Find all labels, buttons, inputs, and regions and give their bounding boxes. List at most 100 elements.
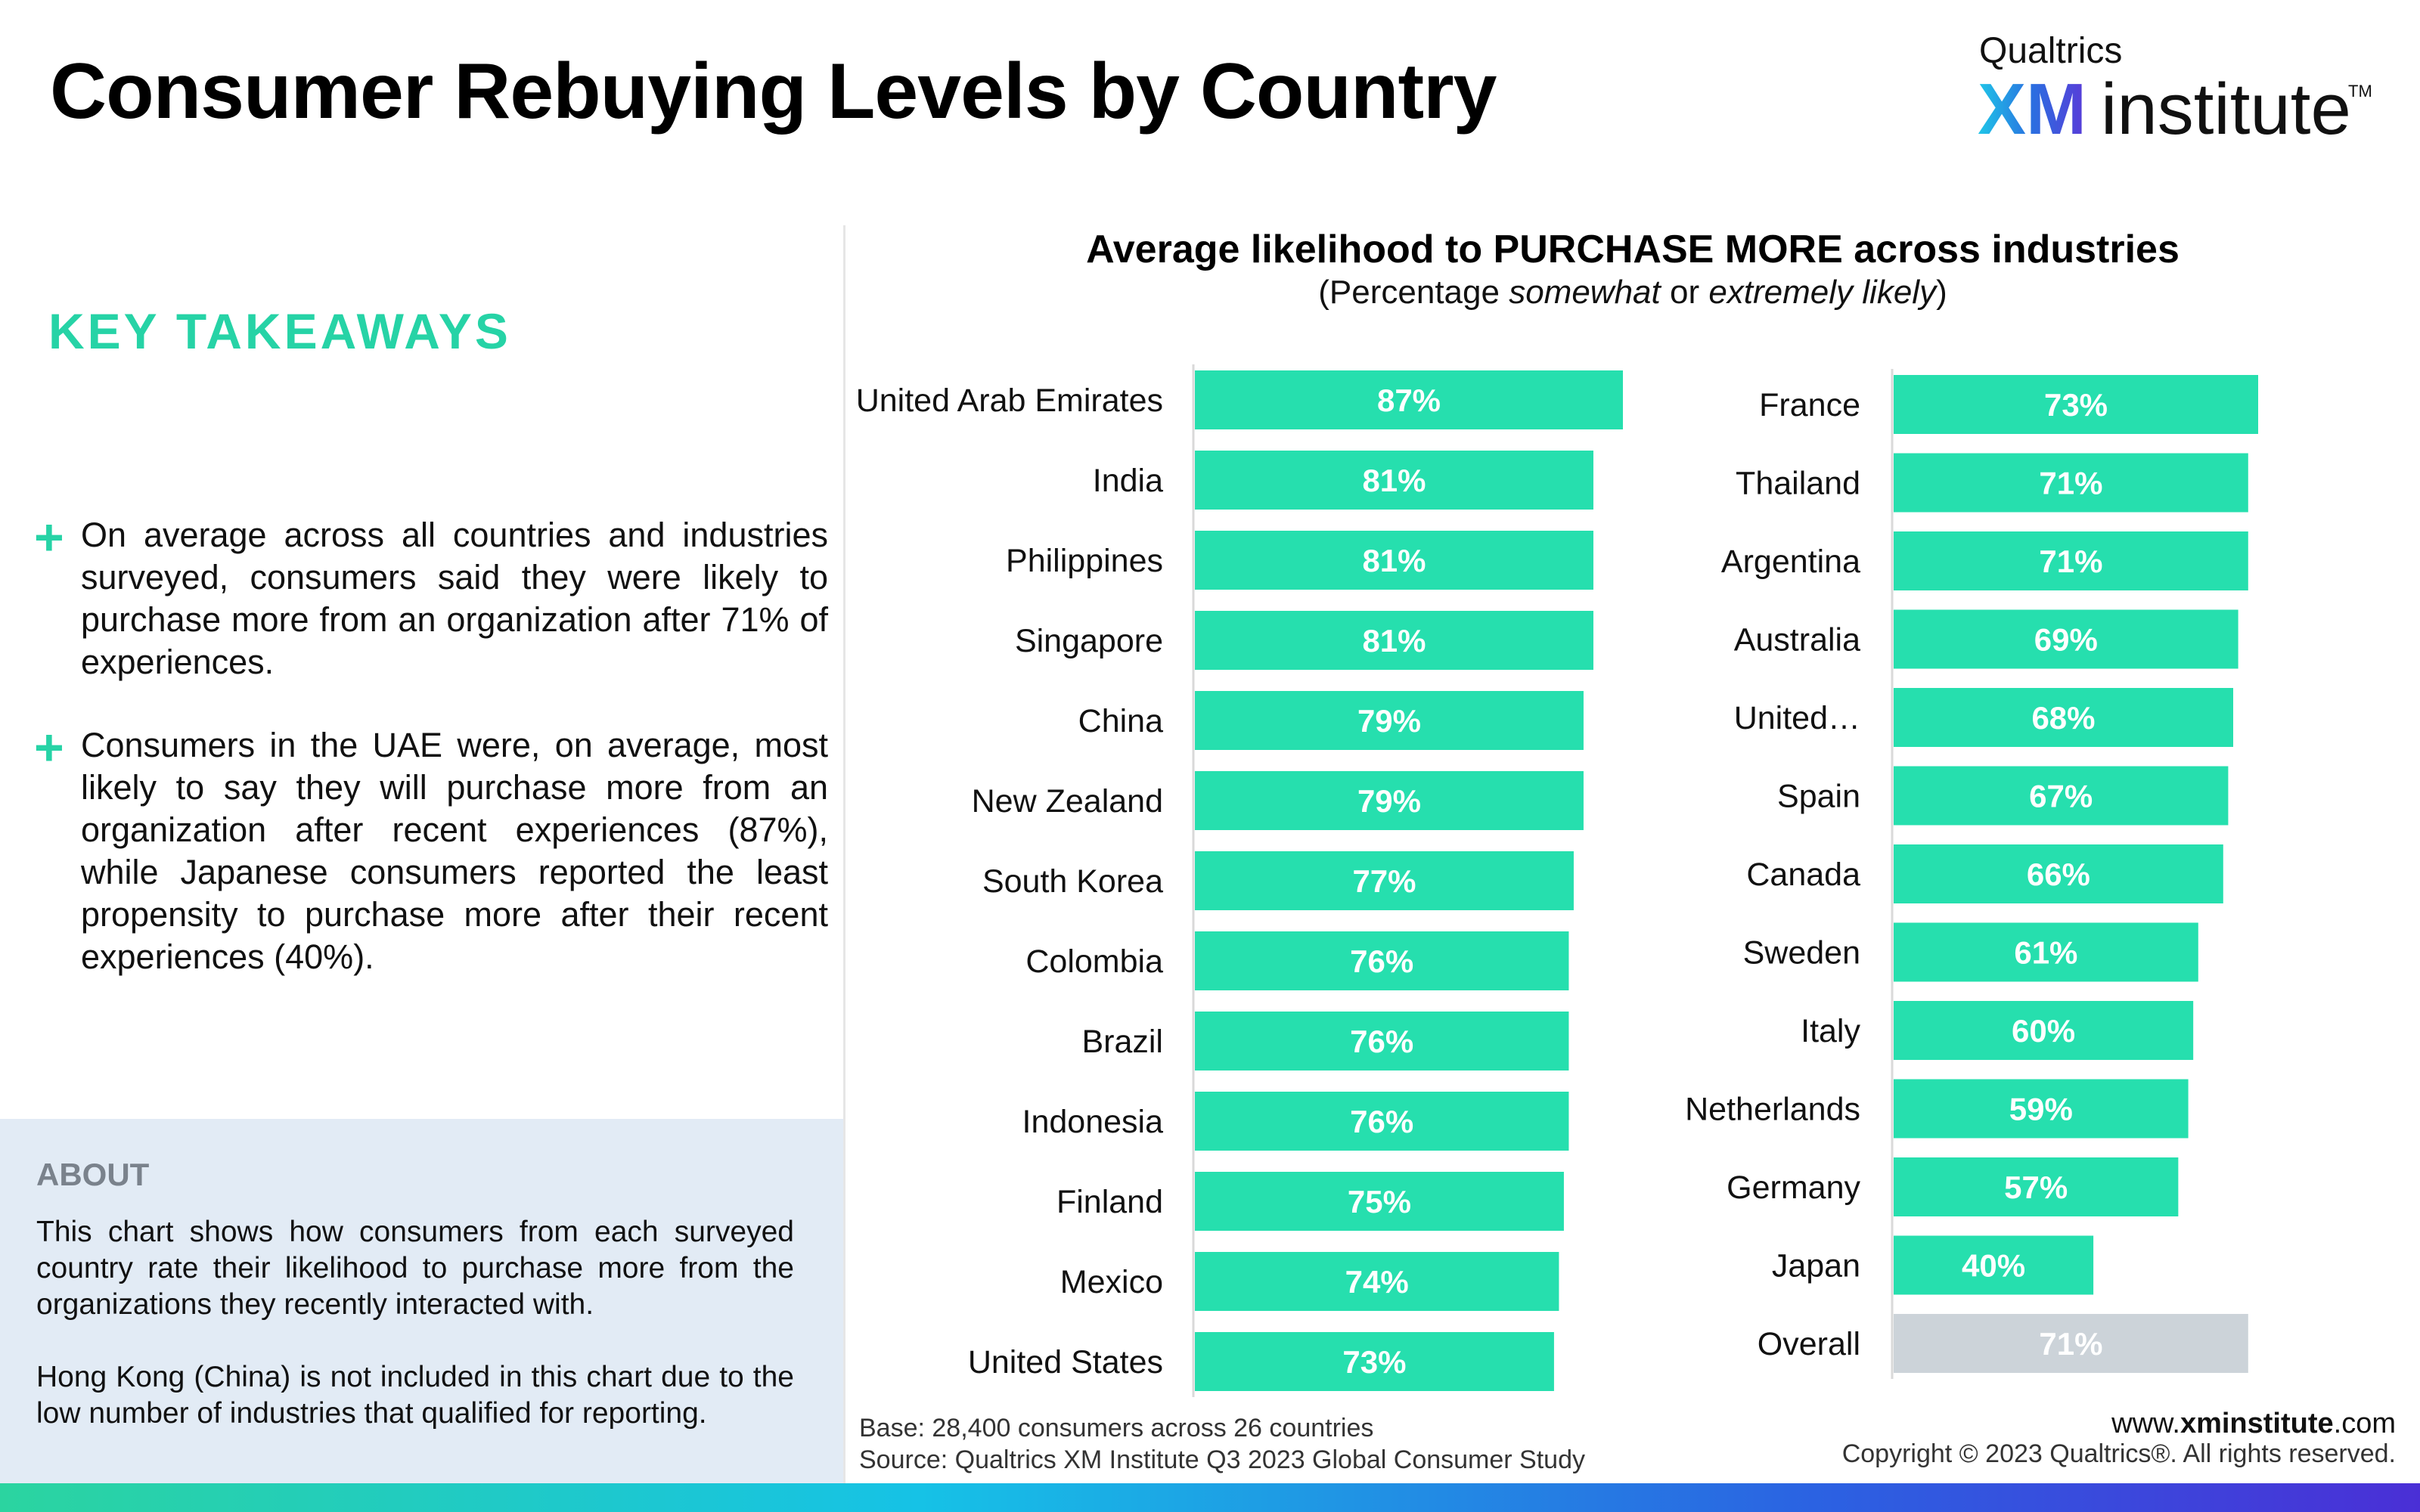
data-label: 57% (2004, 1170, 2068, 1205)
data-label: 81% (1362, 543, 1426, 578)
bar (1195, 851, 1574, 910)
category-label: Colombia (1025, 943, 1163, 980)
bar (1894, 1157, 2179, 1216)
category-label: Mexico (1060, 1264, 1163, 1300)
website-link[interactable]: www.xminstitute.com (2111, 1408, 2396, 1439)
category-label: Spain (1777, 779, 1860, 815)
data-label: 71% (2039, 544, 2102, 579)
chart-footnote: Base: 28,400 consumers across 26 countri… (859, 1412, 1585, 1476)
bar (1894, 1235, 2094, 1295)
category-label: United Arab Emirates (856, 383, 1163, 419)
category-label: South Korea (982, 863, 1163, 900)
plus-icon: + (34, 719, 64, 776)
overall-bar (1894, 1314, 2248, 1373)
data-label: 60% (2012, 1013, 2075, 1049)
chart-subtitle: (Percentage somewhat or extremely likely… (1318, 274, 1947, 311)
plus-icon: + (34, 509, 64, 566)
bar (1894, 844, 2223, 903)
bar (1894, 688, 2233, 747)
logo-institute-text: institute (2101, 69, 2351, 150)
category-label: Netherlands (1685, 1092, 1860, 1128)
about-paragraph: This chart shows how consumers from each… (36, 1216, 794, 1321)
bar (1894, 609, 2238, 669)
bar (1894, 1001, 2194, 1060)
xm-institute-logo: Qualtrics XM institute TM (1978, 30, 2372, 150)
takeaway-text: On average across all countries and indu… (81, 516, 828, 681)
logo-trademark: TM (2348, 82, 2372, 101)
data-label: 71% (2039, 466, 2102, 501)
data-label: 67% (2029, 779, 2093, 814)
category-label: Brazil (1081, 1024, 1163, 1060)
data-label: 73% (1342, 1344, 1406, 1380)
category-label: Japan (1772, 1248, 1860, 1284)
category-label: China (1078, 703, 1163, 739)
data-label: 66% (2027, 857, 2090, 892)
takeaway-text: Consumers in the UAE were, on average, m… (81, 726, 828, 976)
source-note: Source: Qualtrics XM Institute Q3 2023 G… (859, 1445, 1586, 1474)
data-label: 40% (1962, 1248, 2025, 1284)
bar (1195, 611, 1593, 670)
data-label: 79% (1357, 783, 1421, 819)
bar (1195, 1252, 1559, 1311)
category-label: Indonesia (1022, 1104, 1164, 1140)
data-label: 81% (1362, 463, 1426, 498)
category-label: Overall (1758, 1326, 1860, 1362)
section-divider (843, 225, 845, 1483)
bar (1195, 370, 1623, 429)
data-label: 73% (2044, 387, 2108, 423)
category-label: Australia (1734, 622, 1860, 658)
page-title: Consumer Rebuying Levels by Country (50, 48, 1497, 135)
bar (1195, 1092, 1569, 1151)
bar (1894, 453, 2248, 513)
bar (1195, 1012, 1569, 1070)
data-label: 71% (2039, 1326, 2102, 1362)
bar (1894, 922, 2198, 982)
category-label: Thailand (1736, 466, 1860, 502)
about-panel (0, 1119, 843, 1483)
data-label: 81% (1362, 623, 1426, 658)
bar (1195, 691, 1584, 750)
category-label: Finland (1056, 1184, 1163, 1220)
key-takeaways-heading: KEY TAKEAWAYS (48, 303, 511, 359)
category-label: Singapore (1015, 623, 1163, 659)
data-label: 79% (1357, 703, 1421, 739)
category-label: Sweden (1743, 935, 1860, 971)
data-label: 76% (1350, 1024, 1413, 1059)
bar (1195, 1172, 1564, 1231)
bar (1894, 1079, 2189, 1139)
category-label: United States (968, 1344, 1163, 1380)
data-label: 69% (2034, 622, 2098, 658)
chart-title: Average likelihood to PURCHASE MORE acro… (1086, 228, 2180, 271)
bar (1195, 1332, 1554, 1391)
base-note: Base: 28,400 consumers across 26 countri… (859, 1414, 1374, 1442)
data-label: 59% (2009, 1092, 2073, 1127)
logo-xm-text: XM (1978, 69, 2086, 150)
data-label: 76% (1350, 1104, 1413, 1139)
about-paragraph: Hong Kong (China) is not included in thi… (36, 1361, 794, 1430)
bar (1195, 451, 1593, 510)
data-label: 75% (1348, 1184, 1411, 1219)
category-label: Argentina (1721, 544, 1860, 580)
category-label: New Zealand (972, 783, 1163, 820)
data-label: 74% (1345, 1264, 1409, 1300)
category-label: United… (1734, 700, 1860, 736)
data-label: 68% (2031, 700, 2095, 736)
category-label: Italy (1801, 1013, 1860, 1049)
data-label: 77% (1352, 863, 1416, 899)
category-label: Philippines (1006, 543, 1163, 579)
bar (1195, 531, 1593, 590)
data-label: 76% (1350, 943, 1413, 979)
logo-qualtrics-text: Qualtrics (1979, 31, 2123, 71)
brand-gradient-bar (0, 1483, 2420, 1512)
bar (1894, 531, 2248, 590)
category-label: India (1093, 463, 1163, 499)
category-label: Germany (1727, 1170, 1860, 1206)
category-label: France (1759, 387, 1860, 423)
about-heading: ABOUT (36, 1157, 150, 1192)
data-label: 87% (1377, 383, 1441, 418)
bar (1195, 931, 1569, 990)
bar (1894, 766, 2229, 826)
bar (1894, 375, 2258, 434)
category-label: Canada (1746, 857, 1860, 893)
